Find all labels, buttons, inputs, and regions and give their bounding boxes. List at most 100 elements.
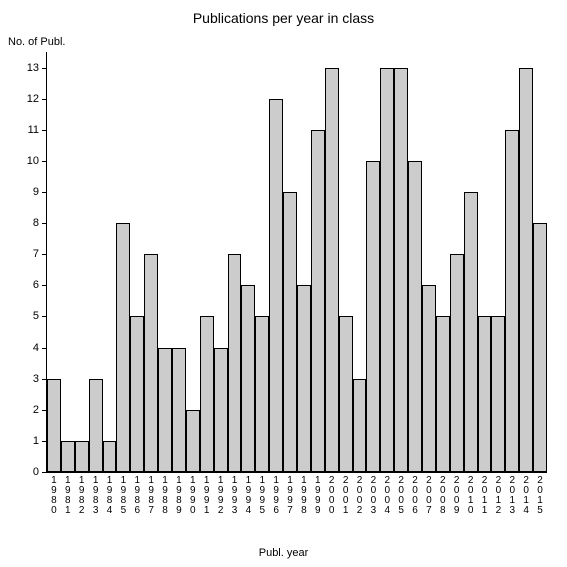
bar <box>394 68 408 472</box>
y-tick <box>42 472 47 473</box>
bar <box>75 441 89 472</box>
x-tick-label: 1990 <box>186 476 200 516</box>
x-axis-label: Publ. year <box>0 547 567 559</box>
y-tick <box>42 130 47 131</box>
chart-title: Publications per year in class <box>0 10 567 26</box>
bar <box>380 68 394 472</box>
y-tick-label: 5 <box>33 310 39 322</box>
x-tick-label: 2015 <box>533 476 547 516</box>
y-tick-label: 1 <box>33 435 39 447</box>
bar <box>422 285 436 472</box>
y-tick-label: 11 <box>28 124 39 136</box>
x-tick-label: 1993 <box>228 476 242 516</box>
x-tick-label: 1982 <box>75 476 89 516</box>
y-tick-label: 2 <box>33 404 39 416</box>
bar <box>325 68 339 472</box>
y-tick-label: 8 <box>33 217 39 229</box>
x-tick-label: 2000 <box>325 476 339 516</box>
y-tick-label: 3 <box>33 373 39 385</box>
y-tick <box>42 161 47 162</box>
bar <box>214 348 228 472</box>
y-tick <box>42 285 47 286</box>
bar <box>366 161 380 472</box>
x-tick-label: 1999 <box>311 476 325 516</box>
x-tick-label: 2014 <box>519 476 533 516</box>
y-axis-label: No. of Publ. <box>8 36 65 48</box>
bar <box>228 254 242 472</box>
y-tick-label: 7 <box>33 248 39 260</box>
x-tick-label: 1988 <box>158 476 172 516</box>
x-tick-label: 2007 <box>422 476 436 516</box>
x-tick-label: 1995 <box>255 476 269 516</box>
bar <box>519 68 533 472</box>
bar <box>61 441 75 472</box>
bar <box>144 254 158 472</box>
bar <box>408 161 422 472</box>
x-tick-label: 2012 <box>491 476 505 516</box>
y-tick <box>42 348 47 349</box>
y-tick-label: 6 <box>33 279 39 291</box>
bar <box>116 223 130 472</box>
x-tick-label: 1992 <box>214 476 228 516</box>
publications-bar-chart: Publications per year in class No. of Pu… <box>0 0 567 567</box>
y-tick-label: 0 <box>33 466 39 478</box>
x-tick-label: 1997 <box>283 476 297 516</box>
bar <box>464 192 478 472</box>
y-tick <box>42 99 47 100</box>
x-tick-label: 2010 <box>464 476 478 516</box>
x-tick-label: 1986 <box>130 476 144 516</box>
bar <box>172 348 186 472</box>
x-tick-label: 1984 <box>103 476 117 516</box>
bar <box>255 316 269 472</box>
x-tick-label: 1987 <box>144 476 158 516</box>
y-tick-label: 12 <box>27 93 39 105</box>
bar <box>200 316 214 472</box>
x-tick-label: 1983 <box>89 476 103 516</box>
bar <box>130 316 144 472</box>
x-tick-label: 2002 <box>353 476 367 516</box>
bar <box>269 99 283 472</box>
bar <box>241 285 255 472</box>
bar <box>283 192 297 472</box>
x-tick-label: 2004 <box>380 476 394 516</box>
y-tick <box>42 192 47 193</box>
bar <box>436 316 450 472</box>
x-tick-label: 1989 <box>172 476 186 516</box>
y-tick-label: 9 <box>33 186 39 198</box>
x-tick-label: 1991 <box>200 476 214 516</box>
plot-area: 0123456789101112131980198119821983198419… <box>46 52 547 473</box>
x-tick-label: 2011 <box>478 476 492 516</box>
x-tick-label: 2008 <box>436 476 450 516</box>
y-tick-label: 13 <box>27 62 39 74</box>
bar <box>311 130 325 472</box>
bar <box>89 379 103 472</box>
x-tick-label: 2005 <box>394 476 408 516</box>
y-tick-label: 10 <box>27 155 39 167</box>
bar <box>297 285 311 472</box>
x-tick-label: 2013 <box>505 476 519 516</box>
bar <box>186 410 200 472</box>
bar <box>533 223 547 472</box>
bar <box>491 316 505 472</box>
x-tick-label: 2009 <box>450 476 464 516</box>
y-tick-label: 4 <box>33 342 39 354</box>
x-tick-label: 2006 <box>408 476 422 516</box>
x-tick-label: 1980 <box>47 476 61 516</box>
x-tick-label: 1994 <box>241 476 255 516</box>
x-tick-label: 1985 <box>116 476 130 516</box>
y-tick <box>42 316 47 317</box>
x-tick-label: 2003 <box>366 476 380 516</box>
y-tick <box>42 223 47 224</box>
bar <box>158 348 172 472</box>
bar <box>478 316 492 472</box>
y-tick <box>42 68 47 69</box>
bar <box>47 379 61 472</box>
bar <box>505 130 519 472</box>
bar <box>103 441 117 472</box>
x-tick-label: 1981 <box>61 476 75 516</box>
bar <box>353 379 367 472</box>
bar <box>339 316 353 472</box>
x-tick-label: 2001 <box>339 476 353 516</box>
y-tick <box>42 254 47 255</box>
x-tick-label: 1998 <box>297 476 311 516</box>
